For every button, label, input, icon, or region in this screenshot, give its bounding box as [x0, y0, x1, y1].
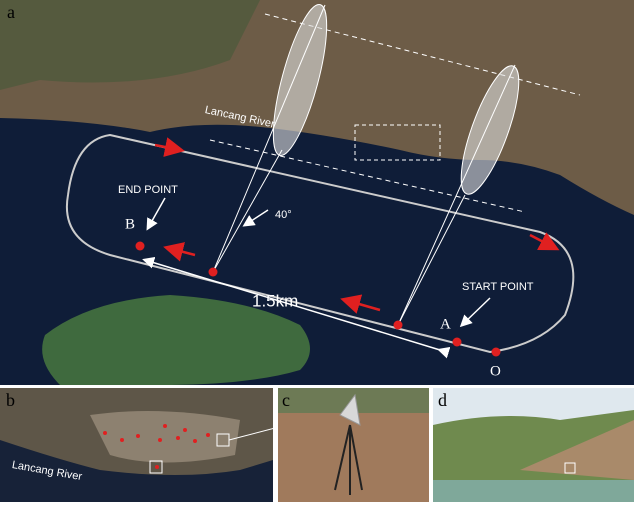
shape [120, 438, 124, 442]
point-b [136, 242, 145, 251]
shape [183, 428, 187, 432]
shape [103, 431, 107, 435]
panel-d: d [433, 388, 634, 502]
panel-label: a [7, 2, 15, 22]
point [209, 268, 218, 277]
shape [158, 438, 162, 442]
shape [433, 480, 634, 502]
b-label: B [125, 216, 135, 232]
panel-label: c [282, 390, 290, 410]
figure: a Lancang River END POINT B 40° 1.5km ST… [0, 0, 634, 502]
panel-label: d [438, 390, 447, 410]
panel-c: c [278, 388, 429, 502]
point-a [453, 338, 462, 347]
distance-label: 1.5km [252, 291, 298, 310]
panel-a: a Lancang River END POINT B 40° 1.5km ST… [0, 0, 634, 385]
start-label: START POINT [462, 281, 534, 293]
a-label: A [440, 316, 451, 332]
point [394, 321, 403, 330]
shape [193, 439, 197, 443]
end-label: END POINT [118, 184, 178, 196]
shape [206, 433, 210, 437]
panel-label: b [6, 390, 15, 410]
o-label: O [490, 363, 501, 379]
shape [136, 434, 140, 438]
shape [163, 424, 167, 428]
shape [176, 436, 180, 440]
shape [155, 465, 159, 469]
angle-label: 40° [275, 209, 292, 221]
panel-b: b Lancang River [0, 388, 298, 502]
point-o [492, 348, 501, 357]
